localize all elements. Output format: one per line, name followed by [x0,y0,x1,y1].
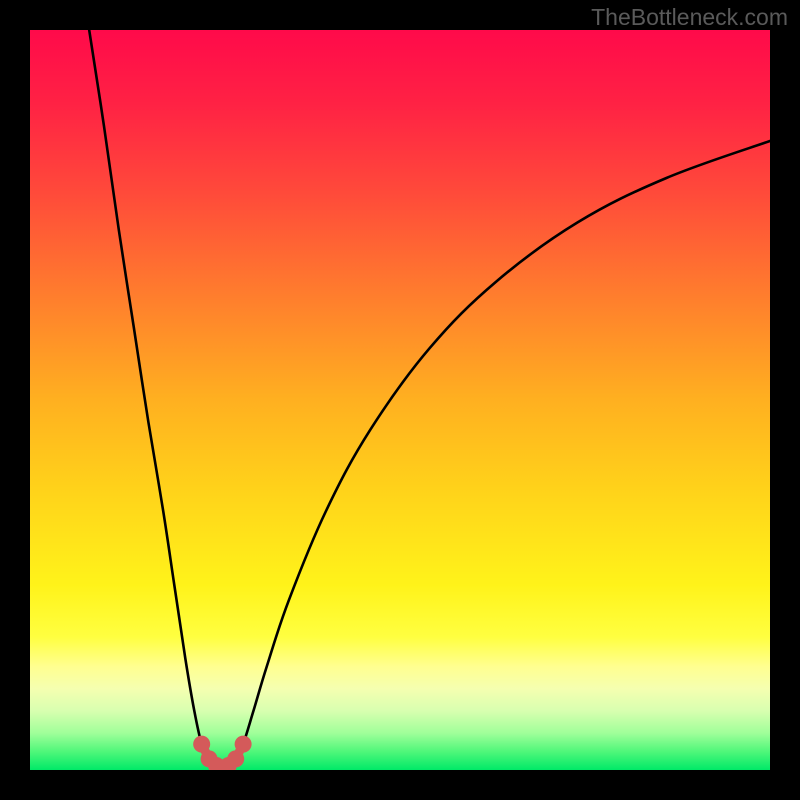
marker-dot [193,736,210,753]
curve-left-branch [89,30,209,759]
chart-curves-layer [30,30,770,770]
watermark-text: TheBottleneck.com [591,4,788,31]
marker-dot [227,750,244,767]
curve-right-branch [236,141,770,759]
chart-plot-area [30,30,770,770]
marker-dot [235,736,252,753]
